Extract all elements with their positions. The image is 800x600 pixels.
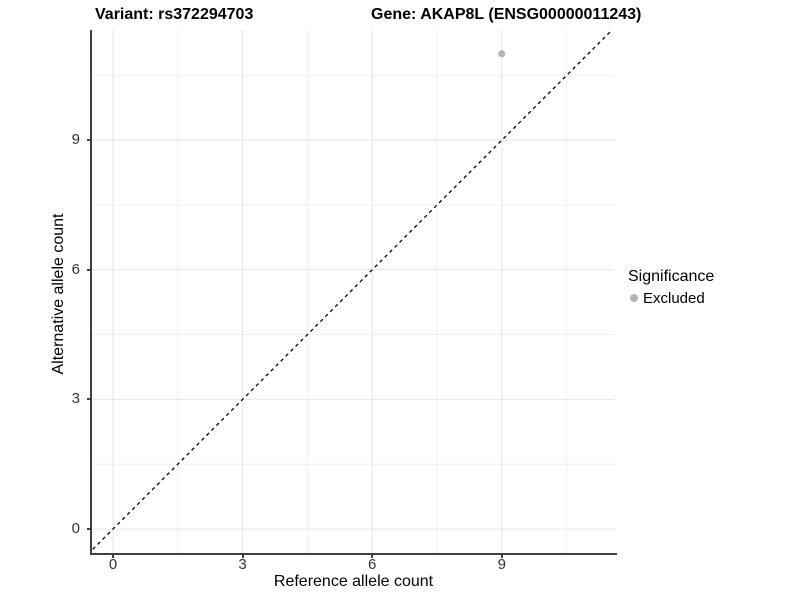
legend: Significance Excluded <box>628 268 793 307</box>
plot-title-gene: Gene: AKAP8L (ENSG00000011243) <box>371 6 642 23</box>
x-tick-mark <box>112 555 114 558</box>
x-axis-title: Reference allele count <box>273 573 434 590</box>
plot-canvas <box>92 30 615 553</box>
x-axis-line <box>90 553 617 555</box>
legend-key-dot-icon <box>630 294 638 302</box>
x-tick-mark <box>371 555 374 558</box>
x-tick-mark <box>500 555 503 558</box>
y-tick-label: 0 <box>71 520 80 537</box>
y-tick-mark <box>87 268 90 271</box>
legend-entry-label: Excluded <box>643 289 705 307</box>
y-tick-mark <box>87 528 90 530</box>
plot-title-variant: Variant: rs372294703 <box>95 6 254 23</box>
y-axis-line <box>90 30 92 555</box>
x-tick-label: 3 <box>238 556 247 573</box>
x-tick-label: 0 <box>108 556 118 573</box>
identity-line <box>92 30 613 551</box>
plot-panel <box>92 30 615 553</box>
y-tick-mark <box>87 398 90 401</box>
legend-title: Significance <box>628 268 715 285</box>
y-tick-label: 6 <box>71 260 80 278</box>
x-tick-label: 6 <box>368 556 377 573</box>
legend-entries: Excluded <box>628 289 793 307</box>
y-axis-title: Alternative allele count <box>50 213 67 375</box>
y-tick-label: 9 <box>71 131 80 149</box>
x-tick-mark <box>241 555 244 558</box>
y-tick-mark <box>87 139 90 142</box>
data-point <box>498 50 506 58</box>
x-tick-label: 9 <box>497 556 506 573</box>
legend-entry: Excluded <box>630 289 793 307</box>
y-tick-label: 3 <box>71 390 80 408</box>
